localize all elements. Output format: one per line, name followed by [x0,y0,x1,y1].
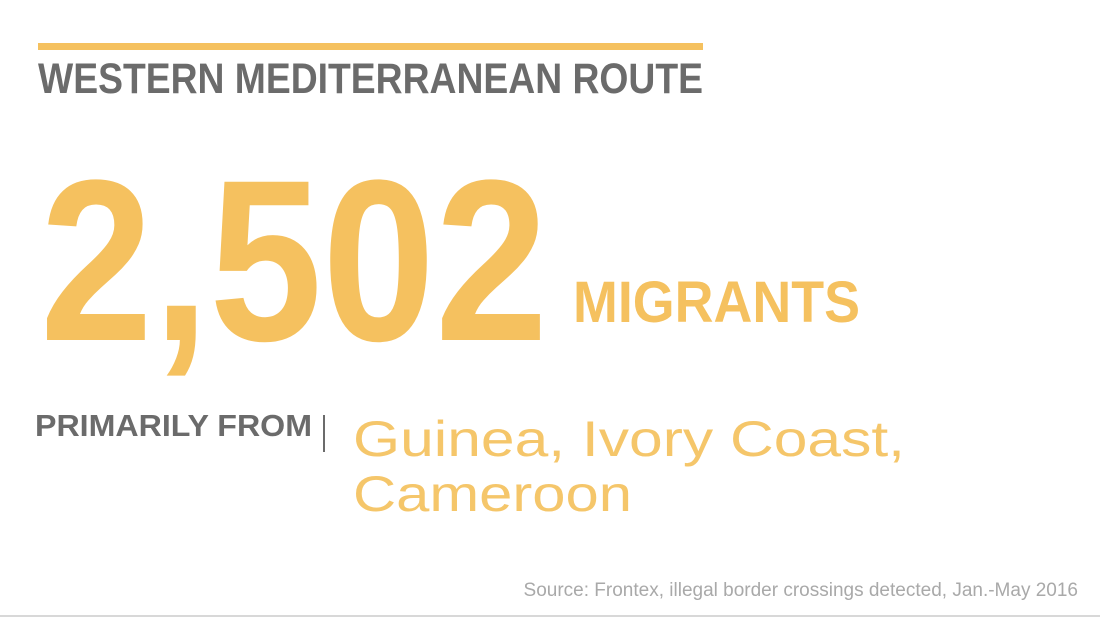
big-number: 2,502 [40,132,548,389]
origin-line: Guinea, Ivory Coast, [353,411,905,467]
accent-bar [38,43,703,50]
title: WESTERN MEDITERRANEAN ROUTE [38,55,703,103]
origin-label: PRIMARILY FROM [35,408,312,443]
source-note: Source: Frontex, illegal border crossing… [524,580,1078,601]
unit-label: MIGRANTS [573,270,860,335]
origin-line: Cameroon [353,466,632,522]
